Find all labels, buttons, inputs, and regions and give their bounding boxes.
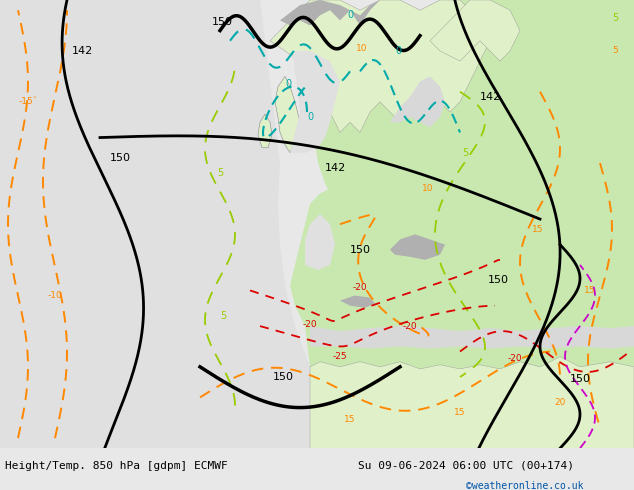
Polygon shape [310, 357, 634, 448]
Text: 142: 142 [325, 163, 346, 173]
Text: 0: 0 [347, 10, 353, 20]
Text: 5: 5 [462, 148, 468, 158]
Text: 20: 20 [554, 398, 566, 407]
Text: 150: 150 [212, 18, 233, 27]
Text: Su 09-06-2024 06:00 UTC (00+174): Su 09-06-2024 06:00 UTC (00+174) [358, 461, 574, 471]
Polygon shape [290, 122, 634, 448]
Polygon shape [290, 51, 340, 153]
Text: 142: 142 [72, 46, 93, 56]
Text: 0: 0 [395, 46, 401, 56]
Text: 5: 5 [612, 47, 618, 55]
Text: -20: -20 [508, 354, 522, 363]
Text: 0: 0 [285, 78, 291, 89]
Text: -20: -20 [403, 321, 417, 331]
Text: 15: 15 [533, 225, 544, 234]
Text: 142: 142 [479, 92, 501, 102]
Polygon shape [280, 0, 380, 25]
Text: 15: 15 [454, 408, 466, 417]
Text: -20: -20 [353, 283, 367, 292]
Polygon shape [258, 114, 272, 148]
Text: 15: 15 [344, 416, 356, 424]
Polygon shape [305, 214, 335, 270]
Text: 10: 10 [356, 45, 368, 53]
Text: 0: 0 [307, 112, 313, 122]
Polygon shape [0, 0, 310, 448]
Text: 150: 150 [569, 374, 590, 384]
Text: ©weatheronline.co.uk: ©weatheronline.co.uk [466, 481, 583, 490]
Polygon shape [390, 234, 445, 260]
Text: 150: 150 [349, 245, 370, 255]
Polygon shape [315, 0, 634, 295]
Polygon shape [275, 76, 300, 153]
Text: Height/Temp. 850 hPa [gdpm] ECMWF: Height/Temp. 850 hPa [gdpm] ECMWF [5, 461, 228, 471]
Text: 5: 5 [217, 168, 223, 178]
Text: 150: 150 [488, 275, 508, 285]
Polygon shape [270, 0, 490, 132]
Text: 5: 5 [220, 311, 226, 321]
Text: 10: 10 [422, 184, 434, 193]
Polygon shape [430, 0, 520, 61]
Text: -10: -10 [48, 291, 62, 300]
Polygon shape [340, 295, 375, 308]
Text: 150: 150 [110, 153, 131, 163]
Text: 5: 5 [612, 13, 618, 24]
Polygon shape [310, 326, 634, 348]
Text: -20: -20 [302, 319, 317, 328]
Text: 15: 15 [585, 286, 596, 295]
Text: -15ˇ: -15ˇ [18, 98, 37, 106]
Text: -25: -25 [333, 352, 347, 361]
Polygon shape [390, 76, 445, 127]
Text: 150: 150 [273, 372, 294, 382]
